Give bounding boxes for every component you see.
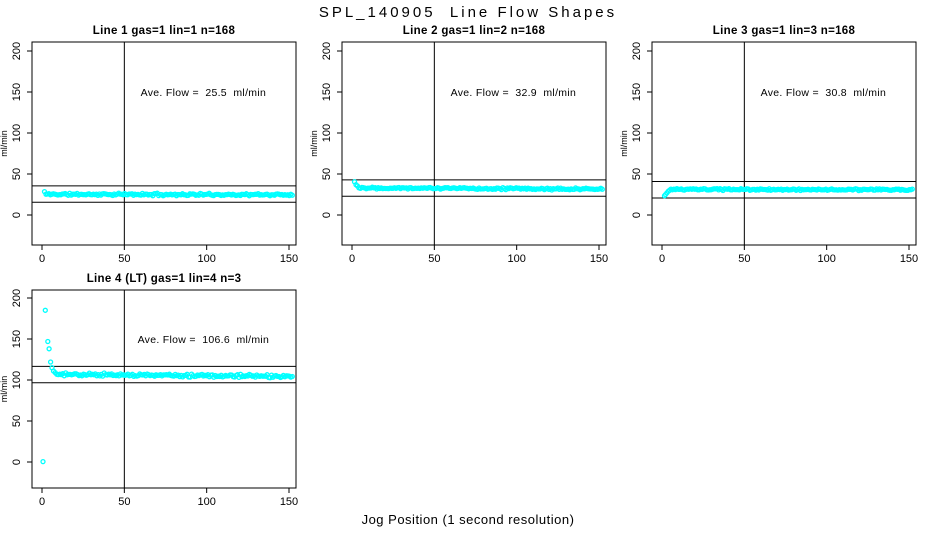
x-tick-label: 0	[39, 496, 45, 508]
scatter-points	[41, 188, 295, 199]
y-axis-title: ml/min	[309, 130, 319, 157]
ave-flow-label: Ave. Flow = 25.5 ml/min	[141, 87, 266, 99]
x-tick-label: 100	[507, 253, 525, 265]
panel-title: Line 1 gas=1 lin=1 n=168	[93, 25, 236, 37]
y-tick-label: 50	[11, 415, 23, 427]
panel-line-4: Line 4 (LT) gas=1 lin=4 n=3 0 50 100 150 0 50 1…	[0, 273, 298, 508]
y-axis-title: ml/min	[0, 376, 9, 403]
panel-title: Line 2 gas=1 lin=2 n=168	[403, 25, 546, 37]
y-tick-label: 100	[321, 124, 333, 142]
y-tick-label: 50	[631, 168, 643, 180]
panel-title: Line 3 gas=1 lin=3 n=168	[713, 25, 856, 37]
y-tick-label: 100	[631, 124, 643, 142]
plot-box	[651, 41, 917, 246]
ave-flow-label: Ave. Flow = 32.9 ml/min	[451, 87, 576, 99]
y-tick-label: 150	[321, 83, 333, 101]
data-point	[45, 338, 51, 345]
data-point	[42, 307, 48, 313]
data-point	[289, 192, 295, 198]
x-tick-label: 150	[280, 496, 298, 508]
scatter-points	[40, 307, 295, 465]
x-tick-label: 50	[118, 253, 130, 265]
x-tick-label: 50	[428, 253, 440, 265]
ave-flow-label: Ave. Flow = 30.8 ml/min	[761, 87, 886, 99]
plot-box	[341, 41, 607, 246]
data-point	[40, 458, 46, 465]
ave-flow-label: Ave. Flow = 106.6 ml/min	[138, 334, 270, 346]
panel-line-1: Line 1 gas=1 lin=1 n=168 0 50 100 150 0 50 100 1…	[0, 25, 298, 265]
y-tick-label: 50	[11, 168, 23, 180]
y-tick-label: 200	[11, 42, 23, 60]
y-tick-label: 150	[11, 83, 23, 101]
x-tick-label: 150	[280, 253, 298, 265]
y-tick-label: 100	[11, 371, 23, 389]
x-tick-label: 0	[659, 253, 665, 265]
figure-title: SPL_140905 Line Flow Shapes	[318, 4, 618, 21]
y-tick-label: 50	[321, 168, 333, 180]
y-tick-label: 0	[11, 459, 23, 465]
panel-line-2: Line 2 gas=1 lin=2 n=168 0 50 100 150 0 50 100 1…	[309, 25, 608, 265]
x-tick-label: 100	[197, 496, 215, 508]
y-axis-title: ml/min	[0, 130, 9, 157]
x-tick-label: 100	[817, 253, 835, 265]
panel-line-3: Line 3 gas=1 lin=3 n=168 0 50 100 150 0 50 100 1…	[619, 25, 918, 265]
y-tick-label: 100	[11, 124, 23, 142]
y-tick-label: 0	[321, 212, 333, 218]
scatter-points	[351, 179, 605, 193]
data-point	[909, 186, 915, 192]
y-tick-label: 200	[11, 289, 23, 307]
x-axis-title: Jog Position (1 second resolution)	[361, 512, 575, 527]
x-tick-label: 0	[39, 253, 45, 265]
plot-box	[31, 41, 297, 246]
y-tick-label: 150	[631, 83, 643, 101]
x-tick-label: 0	[349, 253, 355, 265]
panel-title: Line 4 (LT) gas=1 lin=4 n=3	[87, 273, 242, 285]
y-tick-label: 0	[11, 212, 23, 218]
x-tick-label: 150	[590, 253, 608, 265]
data-point	[46, 346, 52, 352]
data-point	[599, 186, 605, 192]
plot-box	[31, 289, 297, 489]
y-tick-label: 0	[631, 212, 643, 218]
data-point	[289, 373, 295, 380]
y-tick-label: 150	[11, 330, 23, 348]
x-tick-label: 150	[900, 253, 918, 265]
x-tick-label: 50	[738, 253, 750, 265]
data-point	[47, 359, 54, 365]
x-tick-label: 100	[197, 253, 215, 265]
scatter-points	[661, 185, 915, 199]
x-tick-label: 50	[118, 496, 130, 508]
y-tick-label: 200	[321, 42, 333, 60]
y-tick-label: 200	[631, 42, 643, 60]
y-axis-title: ml/min	[619, 130, 629, 157]
